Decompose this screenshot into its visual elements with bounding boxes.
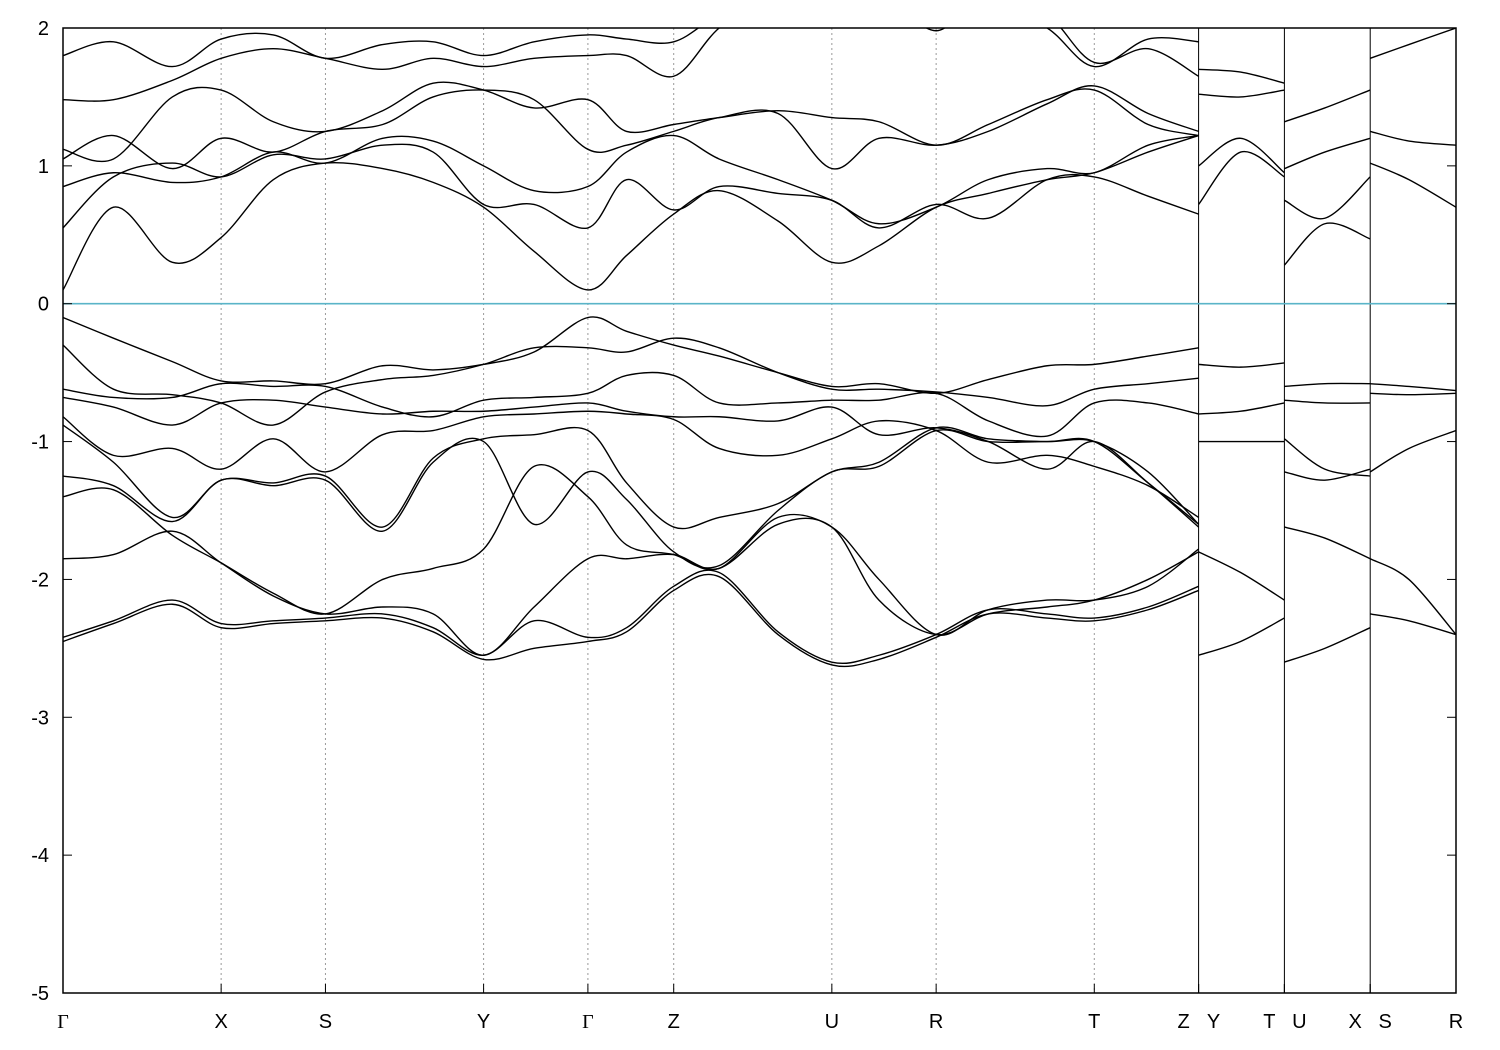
- y-axis-ticks: 2 1 0 -1 -2 -3 -4 -5: [31, 18, 1456, 1005]
- kpoint-label: R: [1449, 1011, 1463, 1033]
- band-line-33: [1284, 627, 1371, 663]
- band-line-30: [1283, 438, 1371, 477]
- band-line-22: [1198, 551, 1285, 601]
- band-line-43: [1369, 162, 1456, 208]
- band-line-17: [63, 28, 1199, 102]
- band-line-41: [1369, 558, 1456, 636]
- band-line-37: [1284, 89, 1371, 123]
- band-line-35: [1284, 176, 1371, 220]
- band-line-42: [1370, 613, 1456, 636]
- y-tick-label: 1: [38, 156, 49, 178]
- band-line-12: [63, 134, 1199, 291]
- kpoint-gridlines: [220, 28, 1371, 993]
- kpoint-label: S: [1379, 1011, 1392, 1033]
- band-line-7: [63, 429, 1200, 569]
- band-line-34: [1283, 222, 1371, 266]
- y-tick-label: 0: [38, 294, 49, 316]
- band-line-15: [63, 85, 1199, 170]
- plot-frame: [62, 27, 1457, 994]
- kpoint-label: Y: [477, 1011, 490, 1033]
- kpoint-label: X: [1349, 1011, 1362, 1033]
- kpoint-label: T: [1088, 1011, 1100, 1033]
- band-line-40: [1369, 429, 1456, 473]
- band-line-44: [1370, 130, 1456, 146]
- band-line-38: [1370, 382, 1456, 392]
- band-line-32: [1284, 526, 1371, 560]
- band-line-3: [63, 371, 1199, 438]
- band-line-8: [63, 463, 1200, 636]
- band-line-16: [63, 81, 1199, 163]
- band-line-1: [63, 316, 1199, 395]
- band-line-45: [1369, 28, 1456, 59]
- kpoint-label: Z: [668, 1011, 680, 1033]
- y-tick-label: -2: [31, 569, 49, 591]
- band-line-4: [63, 396, 1200, 528]
- band-line-39: [1370, 392, 1456, 396]
- band-line-26: [1198, 89, 1285, 98]
- band-line-36: [1284, 137, 1371, 170]
- kpoint-label: Γ: [57, 1011, 69, 1033]
- kpoint-label: X: [214, 1011, 227, 1033]
- band-line-5: [63, 410, 1199, 518]
- band-line-25: [1198, 137, 1285, 174]
- band-line-9: [63, 517, 1199, 656]
- kpoint-label: R: [929, 1011, 943, 1033]
- band-line-20: [1198, 402, 1285, 415]
- y-tick-label: 2: [38, 18, 49, 40]
- band-line-31: [1284, 468, 1371, 481]
- kpoint-label: Γ: [582, 1011, 594, 1033]
- band-line-19: [1198, 362, 1285, 368]
- band-line-14: [63, 134, 1199, 225]
- band-line-6: [63, 424, 1200, 530]
- y-tick-label: -5: [31, 983, 49, 1005]
- kpoint-label: Z: [1177, 1011, 1189, 1033]
- band-line-24: [1198, 150, 1285, 205]
- kpoint-label: U: [825, 1011, 839, 1033]
- band-lines: [63, 28, 1456, 668]
- kpoint-label: Y: [1207, 1011, 1220, 1033]
- band-line-13: [63, 143, 1199, 230]
- y-tick-label: -4: [31, 845, 49, 867]
- band-line-18: [63, 28, 1199, 77]
- band-line-2: [63, 337, 1199, 426]
- y-tick-label: -1: [31, 432, 49, 454]
- band-line-27: [1198, 68, 1285, 84]
- kpoint-label: U: [1292, 1011, 1306, 1033]
- kpoint-label: S: [319, 1011, 332, 1033]
- band-line-29: [1284, 399, 1371, 404]
- band-line-28: [1284, 382, 1371, 388]
- kpoint-label: T: [1263, 1011, 1275, 1033]
- band-line-23: [1198, 617, 1285, 656]
- band-line-10: [63, 569, 1199, 665]
- band-line-11: [63, 573, 1199, 668]
- y-tick-label: -3: [31, 707, 49, 729]
